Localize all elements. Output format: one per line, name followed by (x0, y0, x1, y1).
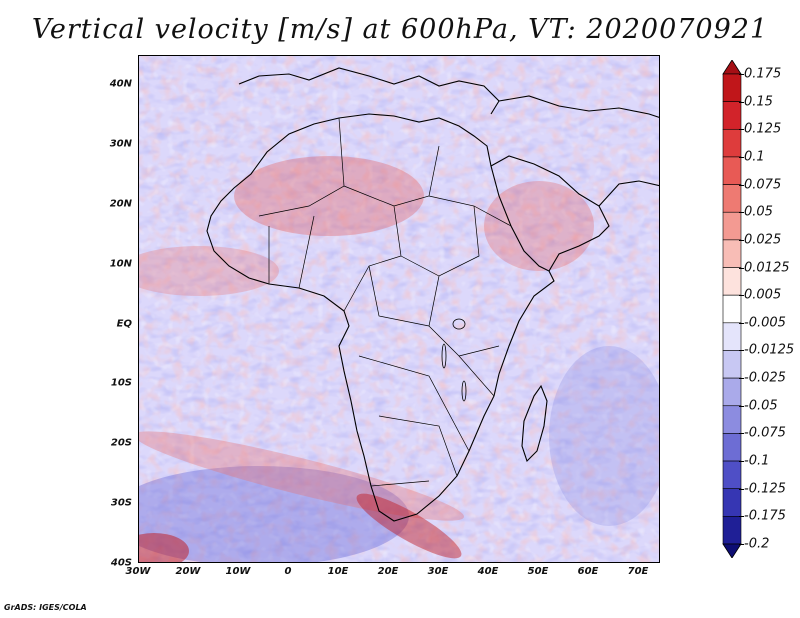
colorbar-segment (722, 377, 742, 407)
colorbar-label: -0.2 (744, 536, 770, 552)
colorbar-label: 0.025 (744, 232, 782, 248)
europe-coastline (238, 67, 500, 115)
madagascar-coastline (521, 384, 548, 463)
colorbar-segment (722, 294, 742, 324)
longitude-label: 30E (427, 566, 449, 577)
colorbar-label: -0.005 (744, 315, 786, 331)
south-africa-upward-band (356, 493, 462, 559)
colorbar-label: -0.0125 (744, 342, 795, 358)
longitude-label: 30W (125, 566, 151, 577)
colorbar-segment (722, 73, 742, 102)
latitude-label: 30N (109, 138, 132, 150)
south-atlantic-upward-band (139, 431, 465, 521)
colorbar-segment (722, 128, 742, 158)
colorbar-tick (739, 212, 744, 214)
latitude-label: 40N (109, 78, 132, 90)
latitude-label: 10N (109, 258, 132, 270)
colorbar-label: 0.005 (744, 287, 782, 303)
colorbar-max-triangle (722, 60, 742, 75)
colorbar-segment (722, 405, 742, 434)
colorbar-label: 0.0125 (744, 260, 790, 276)
lake-malawi (461, 380, 467, 402)
colorbar-tick (739, 239, 744, 241)
asia-coastline (498, 95, 659, 207)
colorbar-segment (722, 350, 742, 379)
country-borders (258, 117, 512, 487)
colorbar-segment (722, 516, 742, 545)
colorbar-segment (722, 460, 742, 490)
latitude-label: 40S (110, 557, 132, 569)
colorbar-label: 0.05 (744, 204, 773, 220)
field-white-noise (139, 56, 659, 562)
colorbar-segment (722, 101, 742, 130)
latitude-label: 20S (110, 437, 132, 449)
map-frame (138, 55, 660, 563)
southern-ocean-downward-region (139, 466, 409, 562)
colorbar-tick (739, 516, 744, 518)
colorbar-tick (739, 433, 744, 435)
latitude-label: 20N (109, 198, 132, 210)
colorbar-tick (739, 350, 744, 352)
colorbar-label: 0.125 (744, 121, 782, 137)
longitude-label: 20E (377, 566, 399, 577)
colorbar-label: -0.025 (744, 370, 786, 386)
grads-credit: GrADS: IGES/COLA (4, 603, 87, 612)
arabia-upward-region (484, 181, 594, 271)
colorbar-tick (739, 544, 744, 545)
colorbar-label: 0.175 (744, 66, 782, 82)
colorbar-label: 0.15 (744, 94, 773, 110)
southwest-corner-upward (139, 533, 189, 562)
colorbar-label: -0.1 (744, 453, 770, 469)
latitude-label: 10S (110, 377, 132, 389)
latitude-label: EQ (116, 318, 132, 329)
lake-victoria (452, 318, 466, 330)
tropical-atlantic-upward-band (139, 246, 279, 296)
colorbar-tick (739, 101, 744, 103)
colorbar-segment (722, 267, 742, 296)
colorbar-label: -0.075 (744, 425, 786, 441)
longitude-label: 10W (225, 566, 251, 577)
colorbar-tick (739, 461, 744, 463)
colorbar-label: -0.125 (744, 481, 786, 497)
africa-coastline (206, 113, 555, 522)
velocity-field-map (139, 56, 659, 562)
colorbar-segment (722, 156, 742, 185)
colorbar-tick (739, 322, 744, 324)
colorbar (722, 60, 742, 558)
map-title: Vertical velocity [m/s] at 600hPa, VT: 2… (31, 14, 769, 45)
sahara-upward-region (234, 156, 424, 236)
colorbar-segment (722, 433, 742, 462)
lake-tanganyika (441, 343, 447, 369)
colorbar-label: 0.1 (744, 149, 765, 165)
colorbar-segment (722, 211, 742, 241)
colorbar-min-triangle (722, 543, 742, 558)
colorbar-segment (722, 184, 742, 213)
colorbar-tick (739, 488, 744, 490)
longitude-label: 50E (527, 566, 549, 577)
longitude-label: 10E (327, 566, 349, 577)
longitude-label: 70E (627, 566, 649, 577)
longitude-label: 0 (284, 566, 292, 577)
colorbar-tick (739, 129, 744, 131)
longitude-label: 40E (477, 566, 499, 577)
longitude-label: 20W (175, 566, 201, 577)
longitude-label: 60E (577, 566, 599, 577)
colorbar-label: -0.05 (744, 398, 778, 414)
colorbar-tick (739, 156, 744, 158)
colorbar-label: 0.075 (744, 177, 782, 193)
colorbar-tick (739, 184, 744, 186)
colorbar-tick (739, 74, 744, 75)
colorbar-tick (739, 405, 744, 407)
colorbar-tick (739, 378, 744, 380)
colorbar-tick (739, 267, 744, 269)
colorbar-label: -0.175 (744, 508, 786, 524)
indian-ocean-downward-region (549, 346, 659, 526)
colorbar-segment (722, 239, 742, 268)
colorbar-segment (722, 488, 742, 517)
colorbar-segment (722, 322, 742, 351)
colorbar-tick (739, 295, 744, 297)
latitude-label: 30S (110, 497, 132, 509)
